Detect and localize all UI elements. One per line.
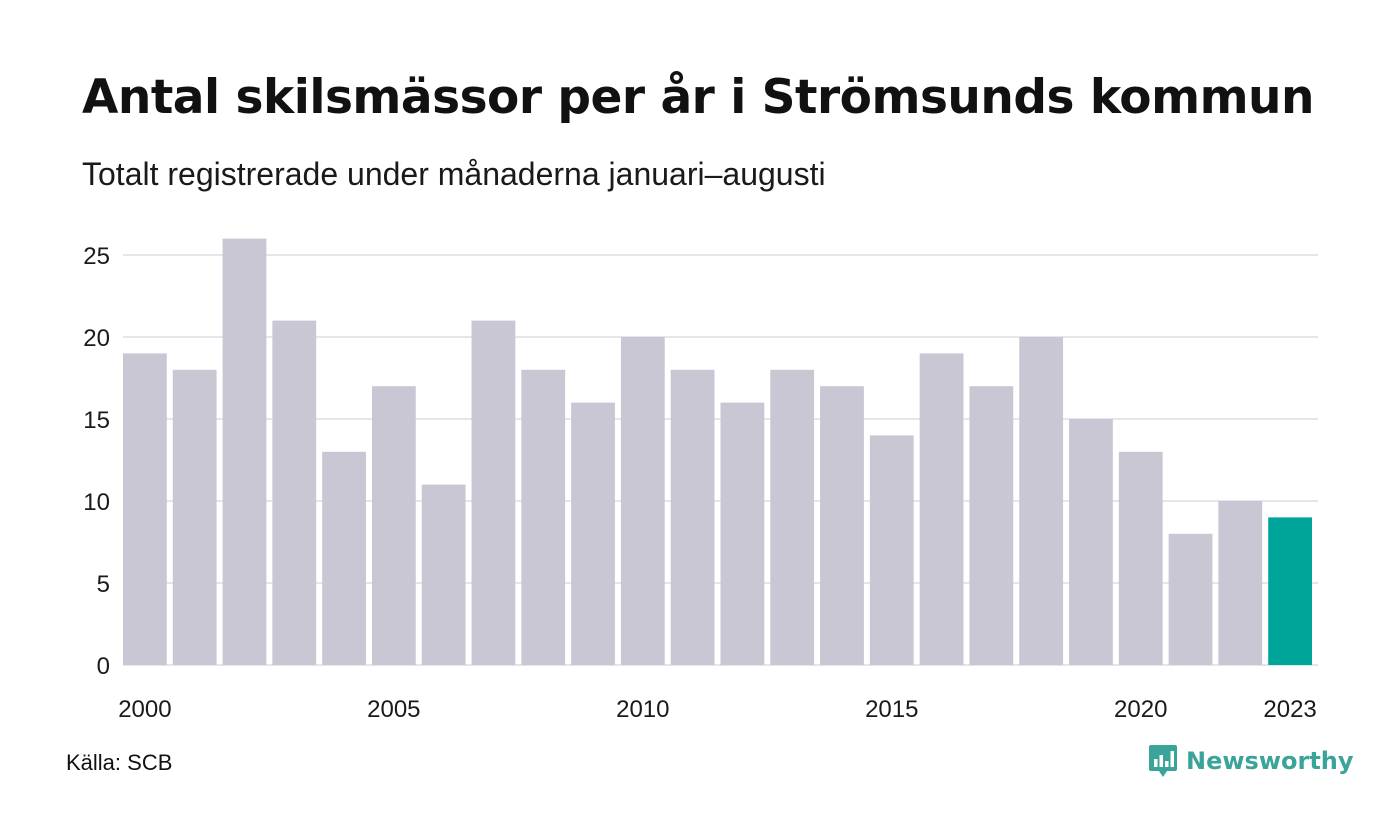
y-tick-label: 5 xyxy=(97,571,110,598)
x-tick-label: 2010 xyxy=(616,696,669,723)
y-tick-label: 10 xyxy=(83,489,110,516)
bar-2009 xyxy=(571,402,615,665)
source-note: Källa: SCB xyxy=(66,750,173,775)
bar-chart: 0 5 10 15 20 25 2000 2005 2010 2015 2020 2023 xyxy=(83,238,1318,723)
chart-subtitle: Totalt registrerade under månaderna janu… xyxy=(82,156,826,192)
x-tick-label: 2023 xyxy=(1263,696,1316,723)
bar-2000 xyxy=(123,353,167,665)
bar-2013 xyxy=(770,369,815,665)
bar-2017 xyxy=(969,386,1014,665)
bar-2012 xyxy=(720,402,765,665)
brand-logo: Newsworthy xyxy=(1148,743,1354,779)
bar-2001 xyxy=(172,369,217,665)
bar-2004 xyxy=(322,451,366,665)
chart-title: Antal skilsmässor per år i Strömsunds ko… xyxy=(82,70,1314,125)
y-tick-label: 25 xyxy=(83,243,110,270)
bar-2019 xyxy=(1069,419,1113,665)
y-tick-label: 20 xyxy=(83,325,110,352)
bar-2010 xyxy=(620,337,665,665)
x-axis-ticks: 2000 2005 2010 2015 2020 2023 xyxy=(118,696,1317,723)
y-axis-ticks: 0 5 10 15 20 25 xyxy=(83,243,110,680)
bar-2007 xyxy=(471,320,516,665)
bar-2021 xyxy=(1168,533,1213,665)
bar-2023 xyxy=(1268,517,1312,665)
y-tick-label: 0 xyxy=(97,653,110,680)
bar-2018 xyxy=(1019,337,1064,665)
bar-2020 xyxy=(1118,451,1163,665)
bar-2005 xyxy=(371,386,416,665)
y-tick-label: 15 xyxy=(83,407,110,434)
bar-2022 xyxy=(1218,501,1263,665)
bar-2011 xyxy=(670,369,715,665)
bar-2015 xyxy=(869,435,914,665)
x-tick-label: 2000 xyxy=(118,696,171,723)
bar-2006 xyxy=(421,484,466,665)
bar-2002 xyxy=(222,238,267,665)
x-tick-label: 2020 xyxy=(1114,696,1167,723)
bar-2016 xyxy=(919,353,964,665)
bar-2014 xyxy=(820,386,864,665)
brand-name: Newsworthy xyxy=(1186,747,1354,775)
bar-2008 xyxy=(521,369,566,665)
bars xyxy=(123,238,1312,665)
bar-2003 xyxy=(272,320,317,665)
x-tick-label: 2015 xyxy=(865,696,918,723)
x-tick-label: 2005 xyxy=(367,696,420,723)
bar-chart-badge-icon xyxy=(1149,745,1177,777)
